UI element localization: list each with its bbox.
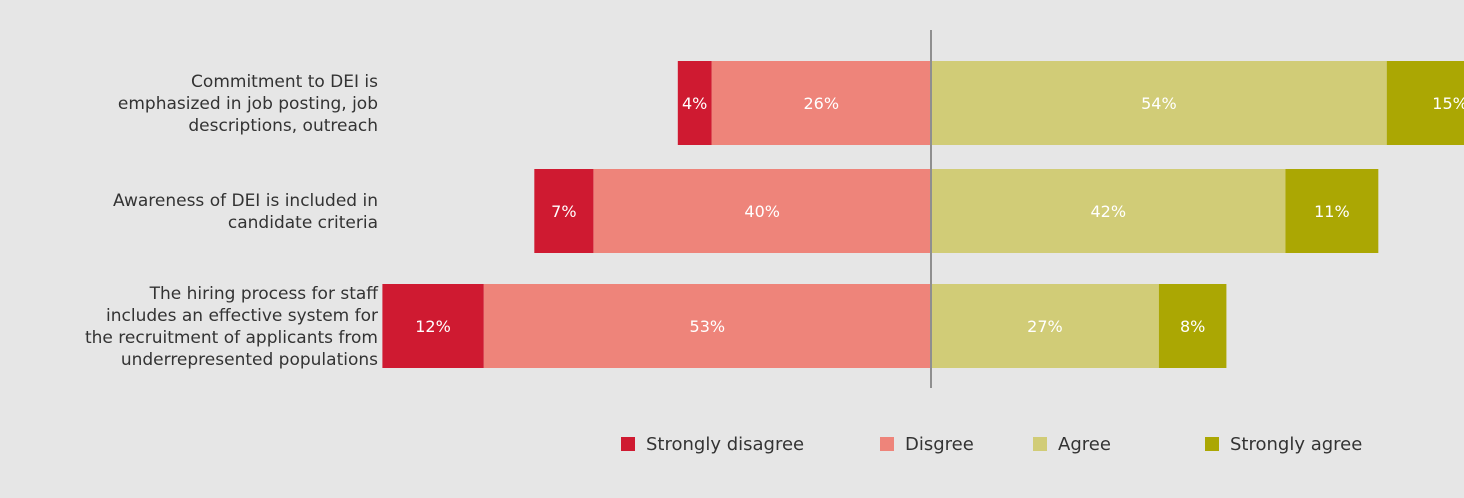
bar-strongly-agree-0	[1386, 61, 1464, 145]
bar-value-label: 7%	[551, 202, 576, 221]
bars-group: 26% 4% 54% 15% 40% 7% 42% 11% 53% 12% 27% 8%	[382, 61, 1464, 368]
bar-value-label: 54%	[1141, 94, 1177, 113]
bar-value-label: 15%	[1432, 94, 1464, 113]
legend-label: Disgree	[905, 434, 974, 455]
bar-value-label: 42%	[1090, 202, 1126, 221]
category-label-line: candidate criteria	[228, 213, 378, 233]
bar-disgree-1	[593, 169, 931, 253]
legend-swatch-strongly-disagree	[621, 437, 635, 451]
legend-label: Agree	[1058, 434, 1111, 455]
bar-disgree-2	[483, 284, 931, 368]
category-label-line: Awareness of DEI is included in	[113, 191, 378, 211]
bar-value-label: 26%	[803, 94, 839, 113]
legend: Strongly disagree Disgree Agree Strongly ag…	[621, 434, 1362, 455]
bar-value-label: 40%	[744, 202, 780, 221]
bar-disgree-0	[711, 61, 931, 145]
category-label-line: underrepresented populations	[121, 350, 378, 370]
legend-swatch-strongly-agree	[1205, 437, 1219, 451]
bar-agree-2	[931, 284, 1159, 368]
bar-value-label: 53%	[690, 317, 726, 336]
legend-label: Strongly disagree	[646, 434, 804, 455]
bar-strongly-disagree-2	[382, 284, 484, 368]
bar-agree-1	[931, 169, 1286, 253]
bar-strongly-disagree-1	[534, 169, 594, 253]
bar-value-label: 27%	[1027, 317, 1063, 336]
legend-swatch-disgree	[880, 437, 894, 451]
bar-strongly-disagree-0	[677, 61, 712, 145]
category-label-line: Commitment to DEI is	[191, 72, 378, 92]
legend-swatch-agree	[1033, 437, 1047, 451]
bar-value-label: 12%	[415, 317, 451, 336]
bar-agree-0	[931, 61, 1387, 145]
category-label-line: The hiring process for staff	[149, 284, 380, 304]
category-label-line: includes an effective system for	[106, 306, 378, 326]
category-label-line: the recruitment of applicants from	[85, 328, 378, 348]
bar-value-label: 11%	[1314, 202, 1350, 221]
bar-value-label: 4%	[682, 94, 707, 113]
bar-strongly-agree-1	[1285, 169, 1379, 253]
bar-strongly-agree-2	[1158, 284, 1227, 368]
legend-label: Strongly agree	[1230, 434, 1362, 455]
category-label-line: emphasized in job posting, job	[118, 94, 378, 114]
bar-value-label: 8%	[1180, 317, 1205, 336]
category-label-line: descriptions, outreach	[188, 116, 378, 136]
